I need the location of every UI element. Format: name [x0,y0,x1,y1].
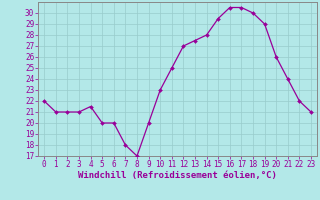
X-axis label: Windchill (Refroidissement éolien,°C): Windchill (Refroidissement éolien,°C) [78,171,277,180]
